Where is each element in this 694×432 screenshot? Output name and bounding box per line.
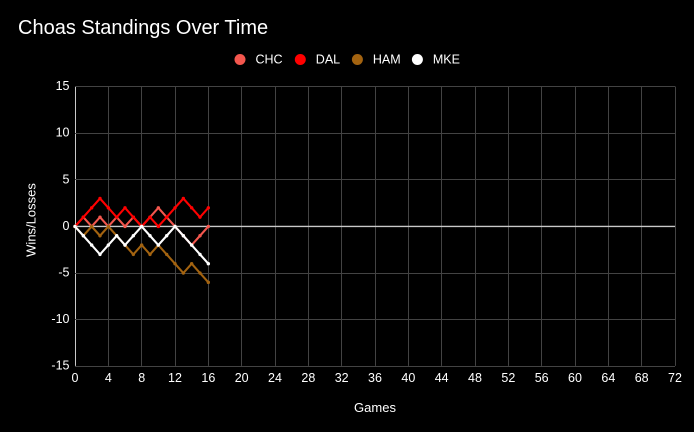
- svg-text:72: 72: [668, 371, 682, 385]
- svg-text:HAM: HAM: [373, 53, 401, 67]
- svg-text:68: 68: [635, 371, 649, 385]
- svg-text:Games: Games: [354, 400, 396, 415]
- svg-text:48: 48: [468, 371, 482, 385]
- svg-text:5: 5: [63, 172, 70, 186]
- svg-text:4: 4: [105, 371, 112, 385]
- svg-text:CHC: CHC: [256, 53, 283, 67]
- svg-text:56: 56: [535, 371, 549, 385]
- svg-text:60: 60: [568, 371, 582, 385]
- svg-text:40: 40: [401, 371, 415, 385]
- svg-text:20: 20: [235, 371, 249, 385]
- svg-text:44: 44: [435, 371, 449, 385]
- svg-text:MKE: MKE: [433, 53, 460, 67]
- svg-text:Choas Standings Over Time: Choas Standings Over Time: [18, 17, 268, 39]
- svg-text:16: 16: [201, 371, 215, 385]
- svg-text:32: 32: [335, 371, 349, 385]
- svg-text:10: 10: [56, 126, 70, 140]
- svg-text:28: 28: [301, 371, 315, 385]
- svg-text:-10: -10: [51, 312, 69, 326]
- svg-text:-15: -15: [51, 359, 69, 373]
- svg-text:DAL: DAL: [316, 53, 340, 67]
- svg-text:8: 8: [138, 371, 145, 385]
- svg-text:0: 0: [63, 219, 70, 233]
- svg-text:52: 52: [501, 371, 515, 385]
- svg-text:64: 64: [601, 371, 615, 385]
- svg-text:-5: -5: [58, 265, 69, 279]
- svg-text:0: 0: [72, 371, 79, 385]
- svg-text:36: 36: [368, 371, 382, 385]
- svg-text:24: 24: [268, 371, 282, 385]
- svg-text:15: 15: [56, 79, 70, 93]
- svg-text:12: 12: [168, 371, 182, 385]
- svg-text:Wins/Losses: Wins/Losses: [24, 183, 39, 257]
